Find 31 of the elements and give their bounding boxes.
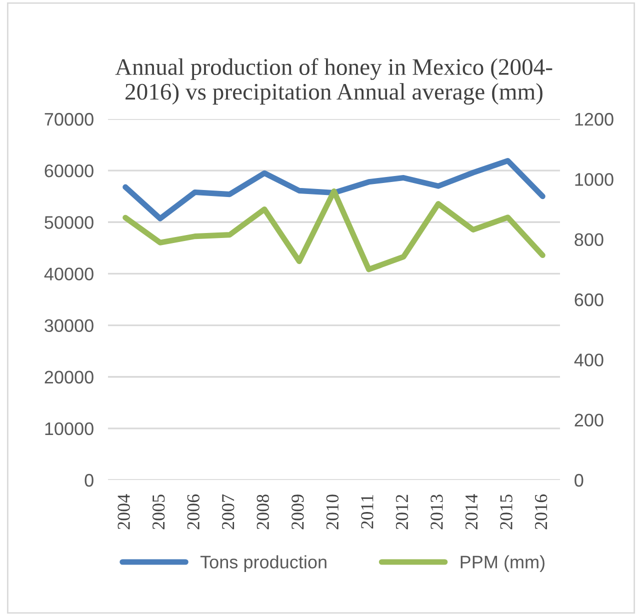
legend-label: PPM (mm) <box>460 555 544 572</box>
x-tick-label: 2012 <box>396 494 408 530</box>
y-tick-label: 20000 <box>44 370 94 384</box>
legend-label: Tons production <box>200 555 326 572</box>
y-tick-label: 60000 <box>44 164 94 178</box>
y2-tick-label: 200 <box>574 414 604 427</box>
x-tick-label: 2011 <box>361 494 374 529</box>
x-tick-label: 2009 <box>292 494 304 530</box>
x-tick-label: 2008 <box>256 494 269 530</box>
y-tick-label: 0 <box>84 474 94 487</box>
x-tick-label: 2014 <box>465 494 478 530</box>
y2-tick-label: 0 <box>574 474 584 487</box>
y2-tick-label: 800 <box>574 233 604 246</box>
x-tick-label: 2015 <box>500 494 512 530</box>
y2-tick-label: 1200 <box>575 112 614 126</box>
y-tick-label: 50000 <box>44 216 94 229</box>
y2-tick-label: 1000 <box>575 173 614 186</box>
y-tick-label: 10000 <box>45 422 94 436</box>
x-tick-label: 2005 <box>152 494 165 530</box>
x-tick-label: 2007 <box>222 494 234 530</box>
y2-tick-label: 400 <box>574 354 604 366</box>
x-tick-label: 2006 <box>187 494 200 530</box>
y-tick-label: 70000 <box>44 112 94 126</box>
x-tick-label: 2004 <box>118 494 130 530</box>
y-tick-label: 30000 <box>44 319 94 332</box>
x-tick-label: 2016 <box>534 494 548 530</box>
x-tick-label: 2013 <box>430 494 443 530</box>
y-tick-label: 40000 <box>44 268 94 280</box>
chart-title: Annual production of honey in Mexico (2004- 2016) vs precipitation Annual average (mm) <box>115 58 552 105</box>
x-tick-label: 2010 <box>326 494 339 530</box>
y2-tick-label: 600 <box>574 293 604 306</box>
